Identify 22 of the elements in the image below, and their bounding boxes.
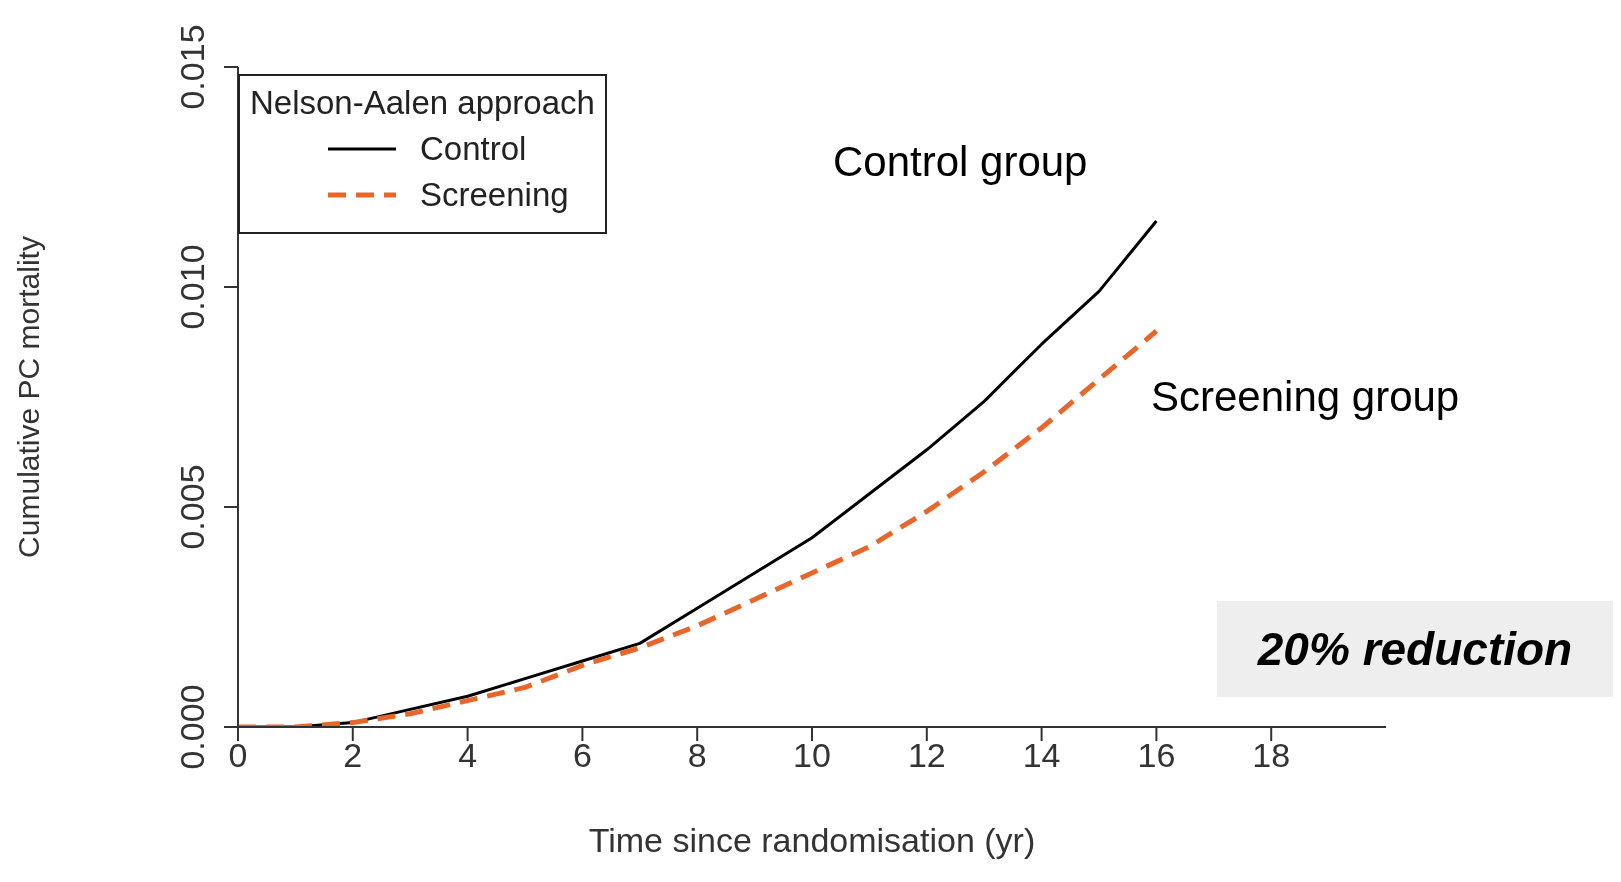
annotation: Control group (833, 138, 1088, 185)
legend-label: Screening (420, 176, 569, 214)
annotation: 20% reduction (1257, 622, 1573, 676)
annotation: Screening group (1151, 373, 1460, 420)
legend-label: Control (420, 130, 527, 168)
x-tick-label: 6 (572, 736, 592, 775)
x-tick-label: 0 (228, 736, 248, 775)
y-tick-label: 0.015 (173, 24, 211, 110)
legend-title: Nelson-Aalen approach (250, 84, 595, 122)
x-tick-label: 2 (343, 736, 363, 775)
x-tick-label: 14 (1022, 736, 1061, 775)
x-tick-label: 12 (907, 736, 946, 775)
x-tick-label: 4 (458, 736, 478, 775)
x-axis-title: Time since randomisation (yr) (588, 821, 1036, 859)
y-tick-label: 0.010 (173, 244, 211, 330)
y-tick-label: 0.000 (173, 684, 211, 770)
x-tick-label: 8 (687, 736, 707, 775)
y-axis-title: Cumulative PC mortality (11, 236, 45, 558)
x-tick-label: 16 (1137, 736, 1176, 775)
x-tick-label: 18 (1252, 736, 1291, 775)
y-tick-label: 0.005 (173, 464, 211, 550)
x-tick-label: 10 (793, 736, 831, 775)
